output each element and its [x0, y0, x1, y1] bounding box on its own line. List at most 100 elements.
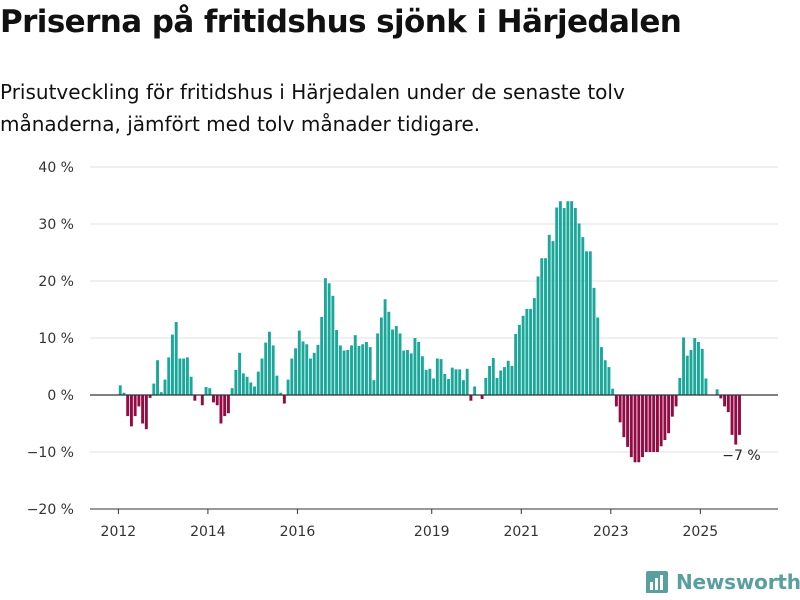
bar	[611, 388, 615, 395]
bar	[540, 258, 544, 395]
bar	[738, 395, 741, 435]
bar	[335, 330, 339, 395]
bar	[581, 237, 585, 395]
bar	[697, 341, 700, 395]
bar	[689, 349, 693, 395]
bar	[678, 377, 682, 395]
bar	[320, 316, 324, 395]
bar	[480, 395, 484, 399]
bar	[133, 395, 137, 417]
bar	[148, 395, 152, 398]
bar	[208, 388, 212, 395]
bar	[529, 308, 533, 395]
bar	[585, 251, 588, 395]
bar	[700, 348, 704, 395]
y-tick-label: 20 %	[38, 274, 74, 290]
bar	[461, 380, 465, 395]
bar	[238, 352, 242, 395]
bar	[323, 278, 327, 395]
bar	[204, 387, 208, 395]
bar	[435, 358, 439, 395]
bar	[465, 368, 469, 395]
bar	[670, 395, 674, 417]
chart-subtitle: Prisutveckling för fritidshus i Härjedal…	[0, 80, 625, 136]
bar	[726, 395, 730, 413]
bar	[536, 276, 540, 395]
bar	[245, 376, 249, 395]
x-axis: 2012 2014 2016 2019 2021 2023 2025	[90, 508, 778, 540]
bar	[577, 223, 581, 395]
bar	[607, 367, 611, 395]
bar	[558, 201, 562, 395]
y-tick-label: 10 %	[38, 331, 74, 347]
bar	[260, 358, 264, 395]
x-tick-label: 2021	[503, 524, 539, 540]
bar	[342, 350, 346, 395]
brand-logo: Newsworthy	[644, 566, 800, 598]
bar	[715, 389, 719, 395]
y-tick-label: −10 %	[27, 445, 74, 461]
bar	[723, 395, 727, 407]
bar	[350, 345, 353, 395]
bar	[376, 333, 380, 395]
bar	[626, 395, 630, 447]
bar	[614, 395, 618, 407]
bar	[514, 334, 518, 395]
bar	[275, 375, 279, 395]
x-tick-label: 2025	[683, 524, 719, 540]
bar	[555, 207, 559, 395]
bar	[439, 359, 443, 395]
y-tick-label: −20 %	[27, 502, 74, 518]
bar	[137, 395, 141, 407]
bar	[521, 315, 525, 395]
bar	[387, 311, 391, 395]
bar	[458, 369, 462, 395]
bar	[469, 395, 473, 401]
bar	[357, 345, 361, 395]
bar	[730, 395, 734, 435]
bar	[331, 295, 335, 395]
bar	[118, 385, 122, 395]
bar	[629, 395, 633, 458]
bar	[268, 331, 271, 395]
bar	[495, 377, 499, 395]
bar	[122, 392, 126, 395]
bar-chart: 40 %30 %20 %10 %0 %−10 %−20 % 2012 2014 20…	[27, 160, 778, 540]
bar	[249, 382, 253, 395]
bar	[126, 395, 130, 417]
chart-title: Priserna på fritidshus sjönk i Härjedale…	[0, 4, 682, 40]
bar	[499, 370, 503, 395]
bar	[517, 324, 521, 395]
bar	[234, 369, 238, 395]
bar	[503, 367, 506, 395]
bar	[637, 395, 641, 463]
bar	[432, 378, 436, 395]
bar	[338, 345, 342, 395]
bar	[488, 365, 492, 395]
bar	[282, 395, 286, 404]
bar	[618, 395, 622, 423]
bar	[364, 341, 368, 395]
bar	[182, 358, 186, 395]
bar	[506, 360, 510, 395]
bar	[141, 395, 145, 424]
bar	[603, 360, 607, 395]
bar	[510, 365, 514, 395]
x-tick-label: 2014	[190, 524, 226, 540]
bar	[226, 395, 230, 414]
bar	[361, 344, 365, 395]
bar	[368, 347, 372, 395]
y-tick-label: 40 %	[38, 160, 74, 176]
bar	[406, 349, 409, 395]
bar	[144, 395, 148, 430]
bar	[309, 358, 312, 395]
bar	[417, 341, 421, 395]
bar	[353, 335, 357, 395]
y-axis-labels: 40 % 30 % 20 % 10 % 0 % −10 % −20 %	[27, 160, 74, 518]
bar	[428, 368, 432, 395]
bar	[230, 388, 234, 395]
bar	[532, 298, 536, 395]
x-tick-label: 2012	[101, 524, 137, 540]
bar	[163, 379, 167, 395]
bar	[394, 326, 398, 395]
